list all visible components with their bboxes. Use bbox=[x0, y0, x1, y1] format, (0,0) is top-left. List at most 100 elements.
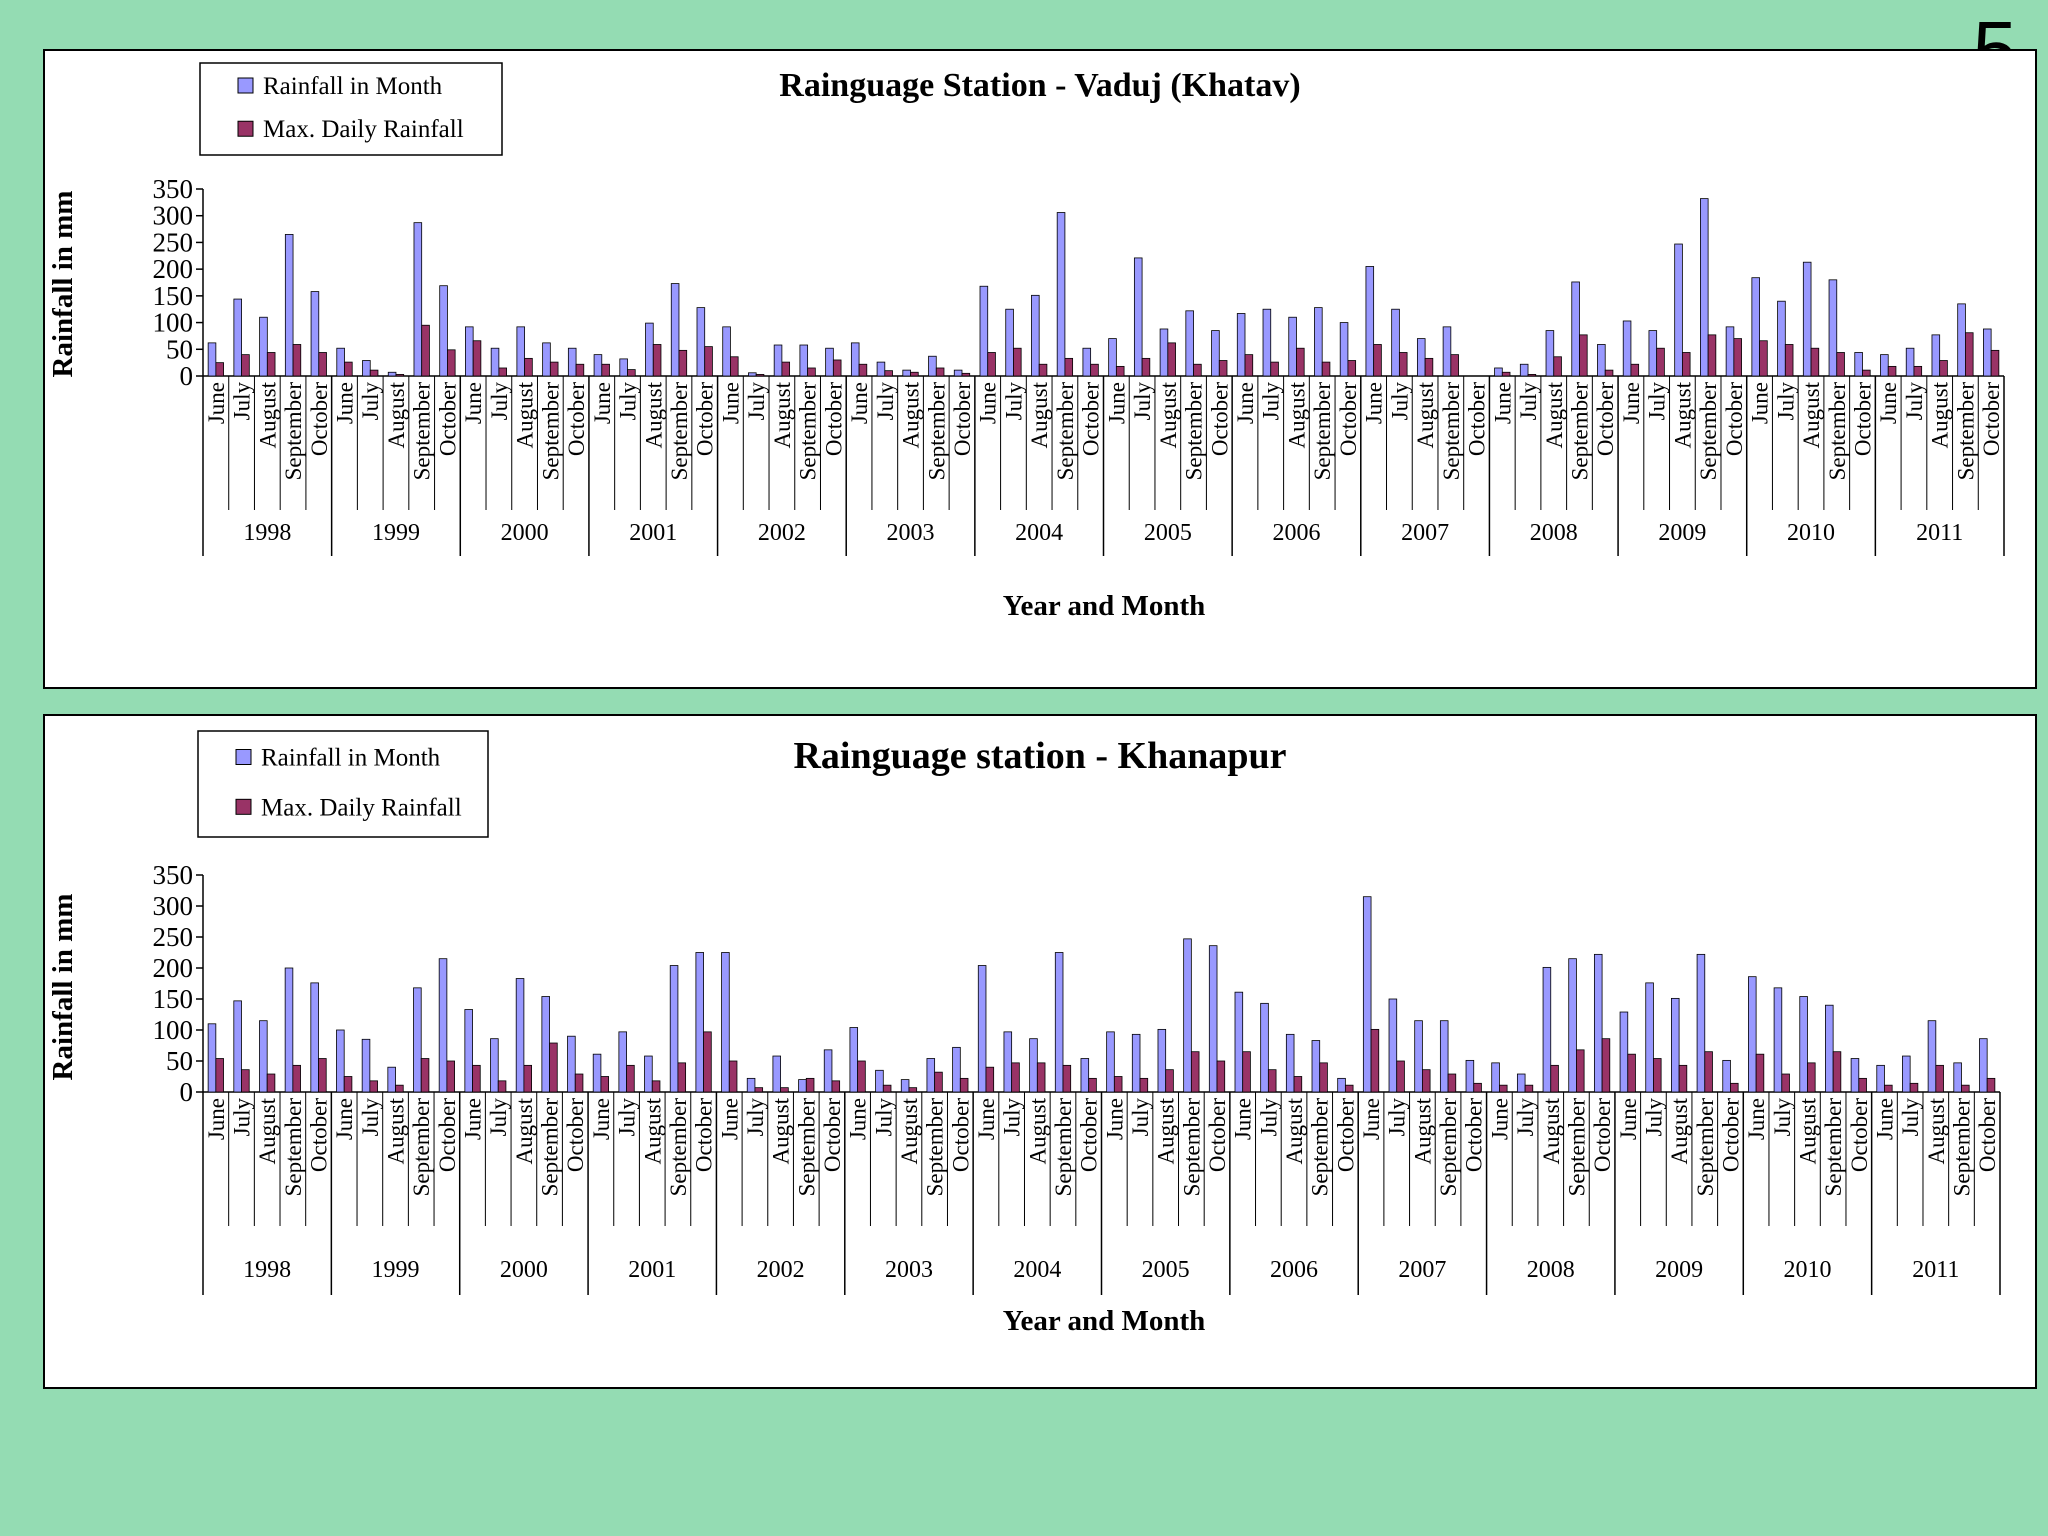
bar-maxdaily-2011-october bbox=[1990, 349, 2000, 377]
x-tick-label-month: June bbox=[717, 1098, 742, 1140]
x-tick-label-month: July bbox=[230, 1098, 255, 1137]
x-tick-label-month: June bbox=[1616, 1098, 1641, 1140]
x-tick-label-month: September bbox=[924, 382, 949, 481]
x-tick-label-month: June bbox=[332, 1098, 357, 1140]
bar-maxdaily-2006-june bbox=[1242, 1051, 1251, 1093]
bar-monthly-1998-july bbox=[233, 1000, 242, 1093]
bar-maxdaily-2002-september bbox=[807, 367, 816, 377]
bar-monthly-2009-june bbox=[1622, 320, 1632, 377]
x-tick-label-month: June bbox=[1872, 1098, 1897, 1140]
x-tick-label-month: July bbox=[1128, 1098, 1153, 1137]
bar-maxdaily-2000-september bbox=[549, 1042, 558, 1093]
bar-monthly-2007-july bbox=[1391, 308, 1400, 377]
bar-monthly-2009-august bbox=[1674, 243, 1683, 377]
bar-monthly-2003-september bbox=[926, 1058, 936, 1093]
x-tick-label-month: August bbox=[640, 1097, 665, 1164]
bar-maxdaily-2010-october bbox=[1858, 1077, 1867, 1093]
bar-maxdaily-2002-august bbox=[780, 1087, 789, 1093]
bar-maxdaily-2009-june bbox=[1627, 1053, 1636, 1093]
bar-maxdaily-2010-june bbox=[1759, 340, 1768, 377]
x-tick-label-month: August bbox=[1282, 1097, 1307, 1164]
bar-maxdaily-2004-september bbox=[1064, 357, 1074, 377]
bar-maxdaily-1998-july bbox=[241, 354, 250, 377]
x-tick-label-month: July bbox=[871, 1098, 896, 1137]
bar-maxdaily-1999-september bbox=[421, 324, 430, 377]
x-tick-label-month: June bbox=[589, 1098, 614, 1140]
x-tick-label-month: October bbox=[1593, 382, 1618, 456]
x-tick-label-month: October bbox=[1205, 1098, 1230, 1172]
bar-maxdaily-2001-july bbox=[627, 369, 636, 377]
bar-maxdaily-2005-july bbox=[1141, 357, 1151, 377]
bar-maxdaily-2008-august bbox=[1553, 356, 1562, 377]
x-tick-label-month: August bbox=[1025, 1097, 1050, 1164]
x-tick-label-month: June bbox=[1744, 1098, 1769, 1140]
y-tick-label: 150 bbox=[153, 281, 194, 311]
bar-maxdaily-2009-september bbox=[1707, 334, 1717, 377]
bar-monthly-2010-october bbox=[1854, 352, 1863, 377]
x-tick-label-month: September bbox=[281, 382, 306, 481]
bar-maxdaily-2005-july bbox=[1139, 1077, 1149, 1093]
y-tick-label: 250 bbox=[153, 227, 194, 257]
bar-maxdaily-2000-july bbox=[497, 1080, 507, 1093]
bar-monthly-2005-october bbox=[1211, 330, 1220, 377]
bar-monthly-2005-june bbox=[1108, 338, 1117, 377]
bar-monthly-2010-september bbox=[1825, 1004, 1834, 1093]
bar-monthly-2002-august bbox=[773, 344, 783, 377]
x-tick-label-month: September bbox=[538, 1098, 563, 1197]
x-tick-label-month: October bbox=[1975, 1098, 2000, 1172]
x-tick-label-month: August bbox=[1156, 381, 1181, 448]
bar-maxdaily-2007-august bbox=[1421, 1069, 1431, 1093]
bar-maxdaily-2006-september bbox=[1319, 1062, 1328, 1093]
bar-monthly-2004-june bbox=[979, 285, 989, 377]
bar-monthly-2005-july bbox=[1131, 1033, 1141, 1093]
bar-maxdaily-2008-october bbox=[1604, 369, 1614, 377]
bar-maxdaily-2000-june bbox=[472, 1064, 481, 1093]
x-tick-label-month: September bbox=[1308, 1098, 1333, 1197]
x-tick-label-month: September bbox=[666, 1098, 691, 1197]
x-tick-label-year: 2002 bbox=[757, 1257, 805, 1283]
x-tick-label-year: 2003 bbox=[885, 1257, 933, 1283]
bar-monthly-2009-july bbox=[1645, 982, 1654, 1093]
x-tick-label-month: October bbox=[1462, 1098, 1487, 1172]
x-tick-label-month: September bbox=[1696, 382, 1721, 481]
bar-monthly-2007-june bbox=[1362, 896, 1372, 1093]
bar-monthly-2004-august bbox=[1029, 1038, 1038, 1093]
bar-maxdaily-2011-october bbox=[1986, 1077, 1996, 1093]
bar-monthly-2001-june bbox=[592, 1053, 602, 1093]
bar-maxdaily-2001-june bbox=[600, 1076, 610, 1093]
x-tick-label-month: September bbox=[1436, 1098, 1461, 1197]
legend-box bbox=[199, 62, 503, 156]
bar-maxdaily-2005-september bbox=[1193, 363, 1202, 377]
bar-monthly-2006-october bbox=[1339, 322, 1349, 377]
bar-maxdaily-2005-june bbox=[1115, 365, 1125, 377]
x-tick-label-month: September bbox=[1439, 382, 1464, 481]
x-tick-label-month: July bbox=[743, 1098, 768, 1137]
bar-monthly-2000-august bbox=[516, 326, 526, 377]
bar-maxdaily-2008-august bbox=[1550, 1064, 1559, 1093]
bar-monthly-2005-october bbox=[1208, 945, 1218, 1093]
bar-maxdaily-2008-june bbox=[1499, 1084, 1508, 1093]
bar-maxdaily-2009-august bbox=[1678, 1064, 1688, 1093]
bar-maxdaily-2002-july bbox=[754, 1087, 764, 1093]
x-tick-label-month: October bbox=[950, 382, 975, 456]
bar-monthly-2011-august bbox=[1931, 334, 1941, 377]
bar-maxdaily-2001-september bbox=[677, 1062, 687, 1093]
legend-swatch-1 bbox=[235, 798, 252, 815]
bar-maxdaily-1998-august bbox=[266, 1073, 276, 1093]
x-tick-label-month: July bbox=[1259, 382, 1284, 421]
bar-maxdaily-2003-september bbox=[934, 1071, 943, 1093]
bar-maxdaily-2011-june bbox=[1887, 365, 1897, 377]
bar-maxdaily-1999-june bbox=[343, 1076, 353, 1093]
bar-maxdaily-2008-july bbox=[1527, 373, 1537, 377]
x-tick-label-month: June bbox=[1490, 382, 1515, 424]
bar-maxdaily-2009-august bbox=[1681, 352, 1691, 377]
bar-monthly-1999-july bbox=[361, 1038, 371, 1093]
x-tick-label-month: July bbox=[1256, 1098, 1281, 1137]
bar-monthly-2010-july bbox=[1773, 987, 1783, 1093]
bar-monthly-2005-september bbox=[1185, 310, 1194, 377]
x-tick-label-year: 2008 bbox=[1530, 520, 1578, 546]
x-tick-label-year: 1998 bbox=[243, 520, 291, 546]
x-tick-label-month: October bbox=[821, 382, 846, 456]
x-axis-label: Year and Month bbox=[1003, 590, 1206, 622]
